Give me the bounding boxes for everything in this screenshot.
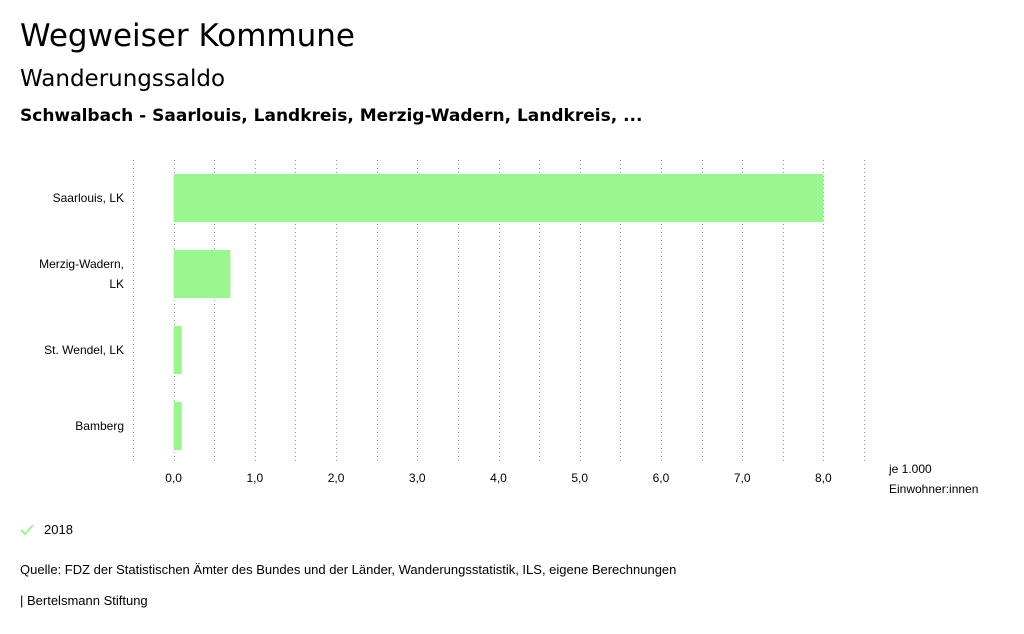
brand-note: | Bertelsmann Stiftung (20, 593, 148, 608)
axis-unit-label: je 1.000 Einwohner:innen (889, 459, 978, 499)
bar[interactable] (173, 402, 182, 450)
tick-labels: 0,0 1,0 2,0 3,0 4,0 5,0 6,0 7,0 8,0 (165, 471, 832, 485)
region-list: Schwalbach - Saarlouis, Landkreis, Merzi… (20, 106, 643, 126)
bar[interactable] (173, 174, 824, 222)
x-tick-label: 6,0 (653, 471, 670, 485)
x-tick-label: 3,0 (409, 471, 426, 485)
check-icon (20, 523, 34, 535)
category-label: St. Wendel, LK (44, 343, 124, 357)
bar-chart: Saarlouis, LK Merzig-Wadern, LK St. Wendel,… (39, 160, 865, 485)
x-tick-label: 4,0 (490, 471, 507, 485)
legend-item-2018[interactable]: 2018 (20, 522, 73, 537)
x-tick-label: 1,0 (246, 471, 263, 485)
chart-subtitle: Wanderungssaldo (20, 66, 226, 92)
axis-unit-line-1: je 1.000 (889, 462, 932, 476)
x-tick-label: 7,0 (734, 471, 751, 485)
x-tick-label: 2,0 (328, 471, 345, 485)
x-tick-label: 5,0 (571, 471, 588, 485)
bars (173, 174, 824, 450)
axis-unit-line-2: Einwohner:innen (889, 482, 979, 496)
source-note: Quelle: FDZ der Statistischen Ämter des … (20, 562, 677, 577)
x-tick-label: 8,0 (815, 471, 832, 485)
category-labels: Saarlouis, LK Merzig-Wadern, LK St. Wendel,… (39, 191, 124, 433)
bar[interactable] (173, 250, 231, 298)
legend-label: 2018 (44, 522, 73, 537)
x-tick-label: 0,0 (165, 471, 182, 485)
page-title: Wegweiser Kommune (20, 18, 355, 54)
category-label: Bamberg (75, 419, 124, 433)
category-label: Saarlouis, LK (53, 191, 124, 205)
bar[interactable] (173, 326, 182, 374)
category-label: LK (109, 277, 124, 291)
grid-lines (133, 160, 865, 464)
category-label: Merzig-Wadern, (39, 257, 124, 271)
